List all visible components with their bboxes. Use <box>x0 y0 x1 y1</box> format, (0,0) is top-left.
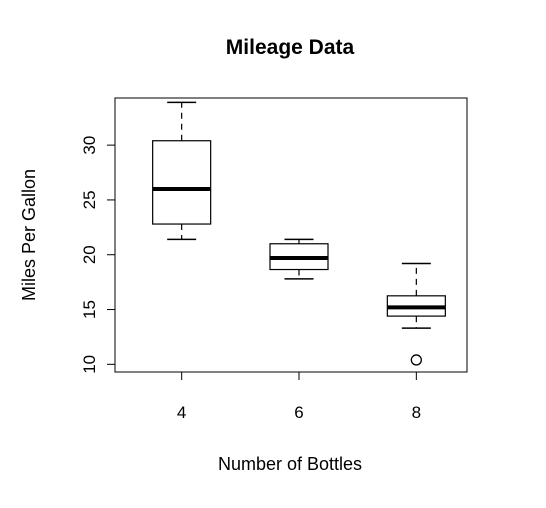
y-axis-label: Miles Per Gallon <box>19 169 39 301</box>
x-axis: 4 6 8 <box>177 371 421 422</box>
y-tick-label: 20 <box>80 245 99 264</box>
outlier-point <box>410 354 422 366</box>
box-4 <box>152 101 212 241</box>
y-tick-label: 15 <box>80 300 99 319</box>
y-axis: 10 15 20 25 30 <box>80 136 116 374</box>
x-tick-label: 4 <box>177 403 186 422</box>
y-tick-label: 25 <box>80 190 99 209</box>
boxes <box>152 101 446 366</box>
iqr-box <box>152 140 212 225</box>
y-tick-label: 30 <box>80 136 99 155</box>
x-axis-label: Number of Bottles <box>218 454 362 474</box>
box-6 <box>269 238 329 280</box>
x-tick-label: 6 <box>294 403 303 422</box>
plot-frame <box>114 97 468 373</box>
box-8 <box>386 262 446 366</box>
chart-title: Mileage Data <box>226 36 355 59</box>
y-tick-label: 10 <box>80 355 99 374</box>
x-tick-label: 8 <box>412 403 421 422</box>
